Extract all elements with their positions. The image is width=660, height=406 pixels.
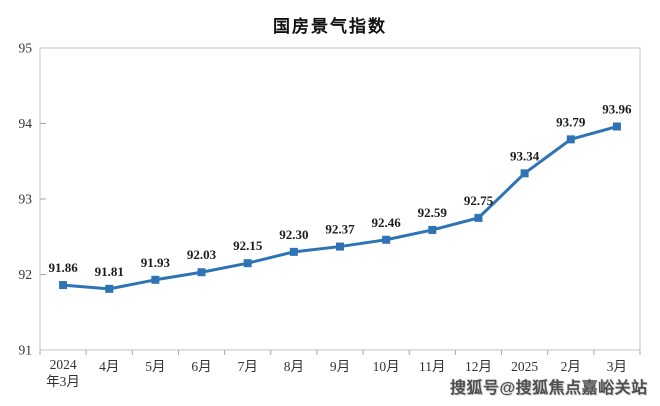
x-tick-label: 10月 bbox=[373, 359, 400, 374]
data-point-label: 93.79 bbox=[556, 114, 586, 129]
y-tick-label: 92 bbox=[19, 267, 33, 282]
plot-border bbox=[39, 47, 641, 351]
x-tick-label: 3月 bbox=[607, 359, 627, 374]
x-tick-label: 6月 bbox=[191, 359, 211, 374]
x-tick-label: 4月 bbox=[99, 359, 119, 374]
data-point-label: 91.86 bbox=[48, 260, 78, 275]
data-point-marker bbox=[474, 213, 483, 222]
data-point-label: 92.15 bbox=[233, 238, 263, 253]
data-point-marker bbox=[151, 275, 160, 284]
x-tick-label: 2024 bbox=[50, 357, 77, 372]
data-point-marker bbox=[612, 122, 621, 131]
x-tick-label: 7月 bbox=[238, 359, 258, 374]
data-point-label: 92.37 bbox=[325, 222, 355, 237]
y-tick-label: 93 bbox=[19, 192, 33, 207]
data-point-label: 93.96 bbox=[602, 102, 632, 117]
x-tick-label: 2月 bbox=[561, 359, 581, 374]
data-point-label: 93.34 bbox=[510, 148, 540, 163]
data-point-label: 92.46 bbox=[372, 215, 402, 230]
y-tick-label: 91 bbox=[19, 343, 33, 358]
x-tick-label: 8月 bbox=[284, 359, 304, 374]
data-point-marker bbox=[520, 169, 529, 178]
y-tick-label: 94 bbox=[19, 116, 33, 131]
data-point-label: 92.59 bbox=[418, 205, 448, 220]
x-tick-label: 年3月 bbox=[46, 374, 80, 389]
x-tick-label: 12月 bbox=[465, 359, 492, 374]
data-point-marker bbox=[289, 247, 298, 256]
data-point-marker bbox=[336, 242, 344, 251]
x-tick-label: 9月 bbox=[330, 359, 350, 374]
data-point-marker bbox=[243, 259, 252, 268]
x-tick-label: 11月 bbox=[419, 359, 446, 374]
data-point-marker bbox=[105, 284, 114, 293]
data-point-marker bbox=[197, 268, 206, 277]
data-point-marker bbox=[428, 225, 437, 234]
data-point-label: 91.93 bbox=[141, 255, 171, 270]
data-point-label: 92.30 bbox=[279, 227, 308, 242]
data-point-label: 92.75 bbox=[464, 193, 494, 208]
data-point-marker bbox=[566, 135, 575, 144]
data-point-marker bbox=[382, 235, 391, 244]
data-point-label: 92.03 bbox=[187, 247, 217, 262]
x-tick-label: 2025 bbox=[511, 359, 538, 374]
data-point-marker bbox=[59, 281, 68, 290]
x-tick-label: 5月 bbox=[145, 359, 165, 374]
watermark: 搜狐号@搜狐焦点嘉峪关站 bbox=[450, 380, 648, 397]
y-tick-label: 95 bbox=[19, 41, 33, 56]
chart-title: 国房景气指数 bbox=[273, 17, 387, 36]
data-point-label: 91.81 bbox=[95, 264, 124, 279]
